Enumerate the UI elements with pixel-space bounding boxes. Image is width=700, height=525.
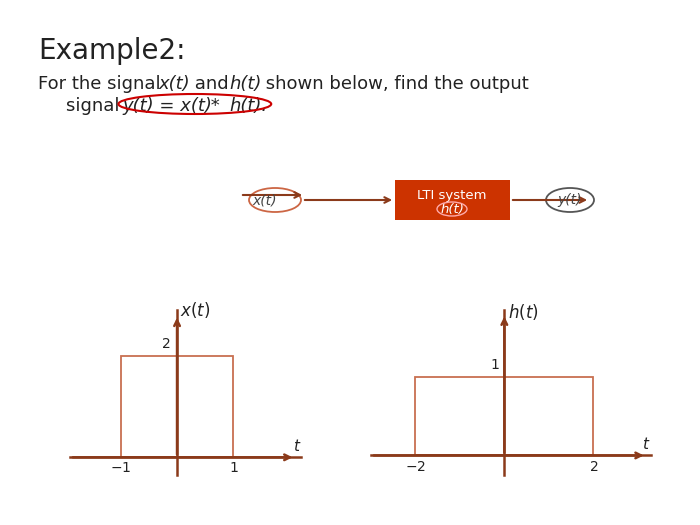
Bar <box>395 180 510 220</box>
Text: $x(t)$: $x(t)$ <box>181 300 211 320</box>
Text: $-2$: $-2$ <box>405 460 426 474</box>
Text: signal: signal <box>66 97 125 115</box>
Text: h(t): h(t) <box>230 75 262 93</box>
Text: y(t) = x(t): y(t) = x(t) <box>122 97 212 115</box>
Text: $t$: $t$ <box>642 436 650 452</box>
Text: For the signal: For the signal <box>38 75 167 93</box>
Text: h(t).: h(t). <box>230 97 267 115</box>
Bar <box>415 377 593 455</box>
Text: 1: 1 <box>490 358 499 372</box>
Text: x(t): x(t) <box>159 75 190 93</box>
Text: $1$: $1$ <box>229 460 238 475</box>
Text: $-1$: $-1$ <box>110 460 132 475</box>
Text: 2: 2 <box>162 338 170 351</box>
Text: LTI system: LTI system <box>417 188 486 202</box>
Text: $2$: $2$ <box>589 460 598 474</box>
Text: x(t): x(t) <box>253 193 277 207</box>
Text: *: * <box>205 97 226 115</box>
Text: Example2:: Example2: <box>38 37 186 65</box>
Text: $t$: $t$ <box>293 438 301 454</box>
Text: shown below, find the output: shown below, find the output <box>260 75 528 93</box>
Text: $h(t)$: $h(t)$ <box>508 302 538 322</box>
Text: y(t): y(t) <box>558 193 582 207</box>
Text: and: and <box>189 75 234 93</box>
Text: h(t): h(t) <box>440 203 464 215</box>
Bar <box>120 355 233 457</box>
